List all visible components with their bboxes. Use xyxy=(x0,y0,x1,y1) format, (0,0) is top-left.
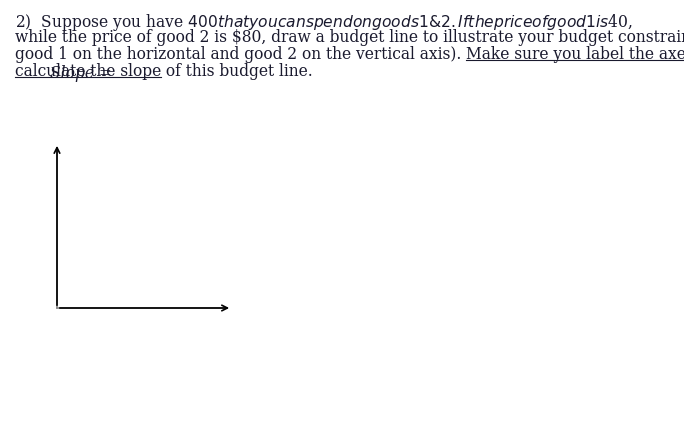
Text: 2)  Suppose you have $400 that you can spend on goods 1 & 2.  If the price of go: 2) Suppose you have $400 that you can sp… xyxy=(15,12,633,33)
Text: Make sure you label the axes.: Make sure you label the axes. xyxy=(466,46,684,63)
Text: Slope =: Slope = xyxy=(50,65,117,82)
Text: calculate the slope: calculate the slope xyxy=(15,63,161,80)
Text: good 1 on the horizontal and good 2 on the vertical axis).: good 1 on the horizontal and good 2 on t… xyxy=(15,46,466,63)
Text: while the price of good 2 is $80, draw a budget line to illustrate your budget c: while the price of good 2 is $80, draw a… xyxy=(15,29,684,46)
Text: of this budget line.: of this budget line. xyxy=(161,63,313,80)
